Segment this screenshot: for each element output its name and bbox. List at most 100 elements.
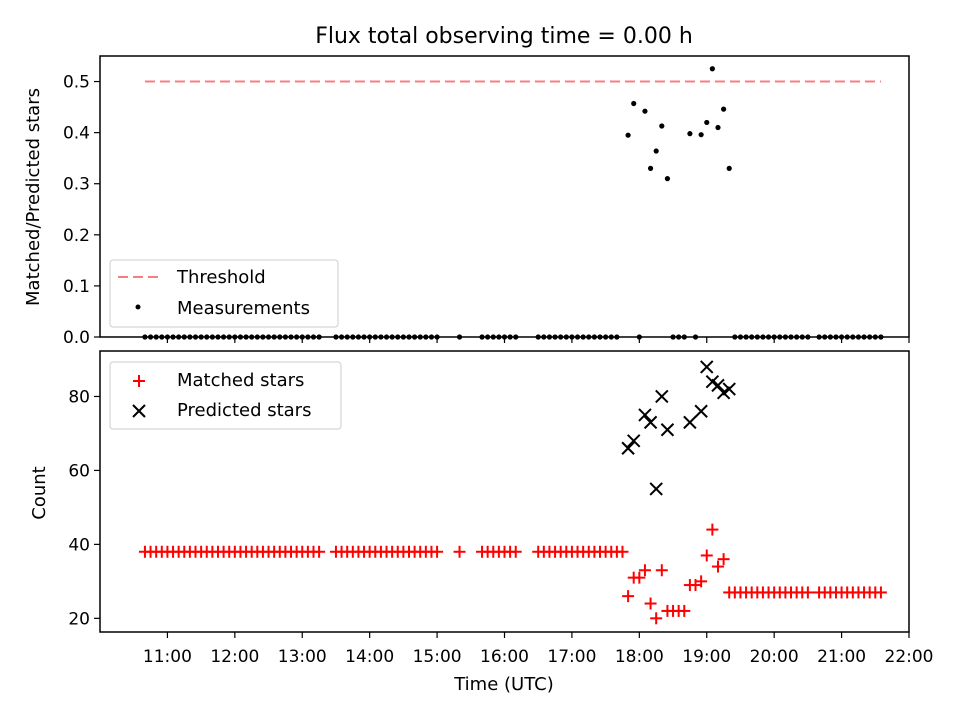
top-ylabel: Matched/Predicted stars [23, 88, 44, 306]
top-ytick-label: 0.4 [63, 124, 90, 144]
measurement-point [726, 165, 732, 171]
predicted-point-b [621, 441, 635, 455]
xtick-label: 21:00 [817, 647, 866, 667]
matched-point [622, 590, 635, 603]
predicted-point-b [643, 415, 658, 430]
bottom-panel: Count 20 40 60 80 11:00 12:00 13:00 14:00 15:00… [29, 337, 934, 695]
legend-matched-label: Matched stars [177, 370, 304, 391]
predicted-point-b [700, 360, 714, 374]
xtick-label: 13:00 [278, 647, 327, 667]
bottom-legend: Matched stars Predicted stars [109, 361, 342, 430]
predicted-point [683, 415, 697, 430]
matched-point [695, 575, 708, 588]
xtick-label: 15:00 [413, 647, 462, 667]
predicted-point-b [655, 389, 669, 404]
matched-point [874, 586, 887, 599]
xtick-label: 22:00 [885, 647, 934, 667]
xtick-label: 17:00 [547, 647, 596, 667]
predicted-point-b [705, 374, 720, 389]
predicted-point-b [683, 415, 697, 430]
legend-predicted-label: Predicted stars [177, 400, 311, 421]
legend-matched-marker [133, 375, 145, 387]
measurement-point [647, 165, 654, 171]
measurement-point [625, 132, 631, 138]
matched-point [509, 545, 522, 558]
predicted-point-b [649, 482, 663, 496]
predicted-point [700, 360, 714, 374]
xtick-label: 11:00 [143, 647, 192, 667]
matched-point [706, 523, 719, 536]
legend-threshold-label: Threshold [176, 267, 266, 288]
matched-point [313, 545, 326, 558]
predicted-point-b [722, 382, 736, 396]
matched-point [655, 564, 668, 577]
matched-point [431, 545, 444, 558]
measurement-point [631, 100, 637, 107]
bottom-plot-area [138, 360, 887, 625]
top-ytick-label: 0.1 [63, 277, 90, 297]
xtick-label: 18:00 [615, 647, 664, 667]
measurement-point [698, 132, 704, 138]
xtick-label: 14:00 [345, 647, 394, 667]
xtick-label: 20:00 [750, 647, 799, 667]
top-y-axis: 0.0 0.1 0.2 0.3 0.4 0.5 [63, 73, 100, 348]
predicted-point [694, 404, 708, 418]
bottom-ytick-label: 80 [68, 387, 90, 407]
top-legend-box [109, 259, 339, 328]
predicted-point-b [627, 434, 641, 448]
matched-point [678, 604, 691, 617]
top-panel: Matched/Predicted stars 0.00.10.20.30.40… [23, 55, 910, 348]
x-axis-label: Time (UTC) [453, 674, 554, 695]
predicted-point-b [694, 404, 708, 418]
predicted-point [643, 415, 658, 430]
measurement-point [653, 148, 659, 154]
figure-title: Flux total observing time = 0.00 h [315, 24, 693, 49]
measurement-point [687, 131, 693, 137]
matched-point [723, 586, 736, 599]
legend-measurements-label: Measurements [177, 298, 310, 319]
bottom-legend-box [109, 361, 342, 430]
predicted-point [621, 441, 635, 455]
matched-point [644, 597, 657, 610]
bottom-ytick-label: 60 [68, 461, 90, 481]
measurement-point [659, 123, 665, 129]
top-ytick-label: 0.0 [63, 328, 90, 348]
measurement-point [642, 108, 648, 114]
matched-point [801, 586, 814, 599]
legend-predicted-marker [132, 404, 146, 418]
measurement-point [704, 119, 710, 126]
legend-measurements-marker [135, 304, 141, 310]
matched-point [453, 545, 466, 558]
measurement-point [715, 124, 721, 131]
predicted-point-b [638, 408, 652, 422]
predicted-point [649, 482, 663, 496]
predicted-point [627, 434, 641, 448]
matched-point [638, 564, 651, 577]
predicted-point [711, 378, 725, 393]
top-legend: Threshold Measurements [109, 259, 339, 328]
predicted-point [638, 408, 652, 422]
matched-point [633, 571, 646, 584]
matched-point [717, 553, 730, 566]
predicted-point [655, 389, 669, 404]
top-ytick-label: 0.5 [63, 73, 90, 93]
matched-point [650, 612, 663, 625]
bottom-ylabel: Count [29, 466, 50, 519]
bottom-y-axis: 20 40 60 80 [68, 387, 100, 629]
measurement-point [664, 176, 671, 182]
predicted-point [722, 382, 736, 396]
xtick-label: 12:00 [210, 647, 259, 667]
measurement-point [709, 66, 715, 72]
top-ytick-label: 0.2 [63, 226, 90, 246]
matched-point [711, 560, 724, 573]
matched-point [616, 545, 629, 558]
predicted-point-b [660, 423, 675, 437]
predicted-point [660, 423, 675, 437]
xtick-label: 19:00 [682, 647, 731, 667]
xtick-label: 16:00 [480, 647, 529, 667]
predicted-point-b [711, 378, 725, 393]
bottom-ytick-label: 40 [68, 535, 90, 555]
x-axis: 11:00 12:00 13:00 14:00 15:00 16:00 17:00 18:00… [143, 337, 934, 667]
top-ytick-label: 0.3 [63, 175, 90, 195]
measurement-point [721, 106, 727, 112]
